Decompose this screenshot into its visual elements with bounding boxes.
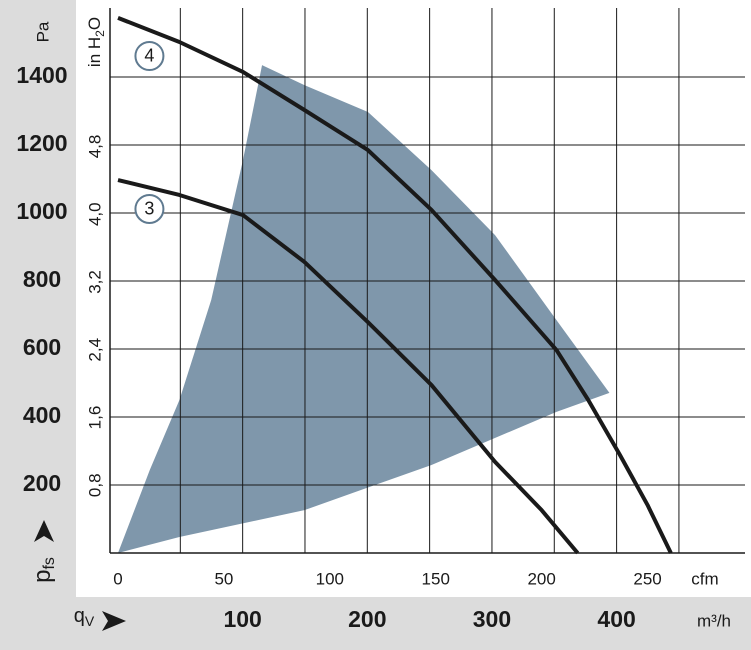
x-tick-label: 200 xyxy=(527,569,555,588)
x2-title-sub: V xyxy=(85,613,95,629)
y2-tick-label: 1,6 xyxy=(85,406,104,430)
curve-marker xyxy=(134,193,165,224)
y2-tick-label: 2,4 xyxy=(85,338,104,362)
x2-tick-label: 200 xyxy=(348,606,386,632)
x2-arrow xyxy=(102,611,126,631)
x-tick-label: 250 xyxy=(633,569,661,588)
y2-label: in H2O xyxy=(85,17,107,67)
x-tick-label: 100 xyxy=(316,569,344,588)
x-tick-label: 0 xyxy=(113,569,122,588)
y2-tick-label: 0,8 xyxy=(85,473,104,497)
y2-label-base: in H xyxy=(85,37,104,67)
x2-label: m³/h xyxy=(697,611,731,630)
curve-label: 3 xyxy=(144,199,154,219)
y-title-base: p xyxy=(29,570,56,583)
y-tick-label: 600 xyxy=(23,334,61,360)
y2-tick-label: 3,2 xyxy=(85,270,104,294)
fan-curve xyxy=(117,178,580,555)
x2-tick-label: 300 xyxy=(473,606,511,632)
y2-tick-label: 4,0 xyxy=(85,202,104,226)
y-tick-label: 1000 xyxy=(16,198,67,224)
y2-label-tail: O xyxy=(85,17,104,30)
y-arrow xyxy=(34,520,54,542)
x-tick-label: 50 xyxy=(214,569,233,588)
y2-label-sub: 2 xyxy=(93,30,107,37)
y-tick-label: 400 xyxy=(23,402,61,428)
x-label: cfm xyxy=(691,569,718,588)
left-band xyxy=(0,0,76,650)
y-title-sub: fs xyxy=(41,557,58,569)
curve-label: 4 xyxy=(144,46,154,66)
operating-area xyxy=(118,65,610,553)
fan-curve xyxy=(117,15,673,554)
bottom-band xyxy=(0,597,751,650)
y-tick-label: 1400 xyxy=(16,62,67,88)
y-title: pfs xyxy=(29,557,58,583)
curve-marker xyxy=(134,40,165,71)
x2-tick-label: 400 xyxy=(597,606,635,632)
plot: 43 xyxy=(109,8,745,555)
x2-tick-label: 100 xyxy=(223,606,261,632)
y-tick-label: 800 xyxy=(23,266,61,292)
x2-title-base: q xyxy=(74,605,85,627)
y-label: Pa xyxy=(33,21,52,42)
y-tick-label: 1200 xyxy=(16,130,67,156)
x2-title: qV xyxy=(74,605,95,628)
x-tick-label: 150 xyxy=(422,569,450,588)
y-tick-label: 200 xyxy=(23,470,61,496)
y2-tick-label: 4,8 xyxy=(85,135,104,159)
